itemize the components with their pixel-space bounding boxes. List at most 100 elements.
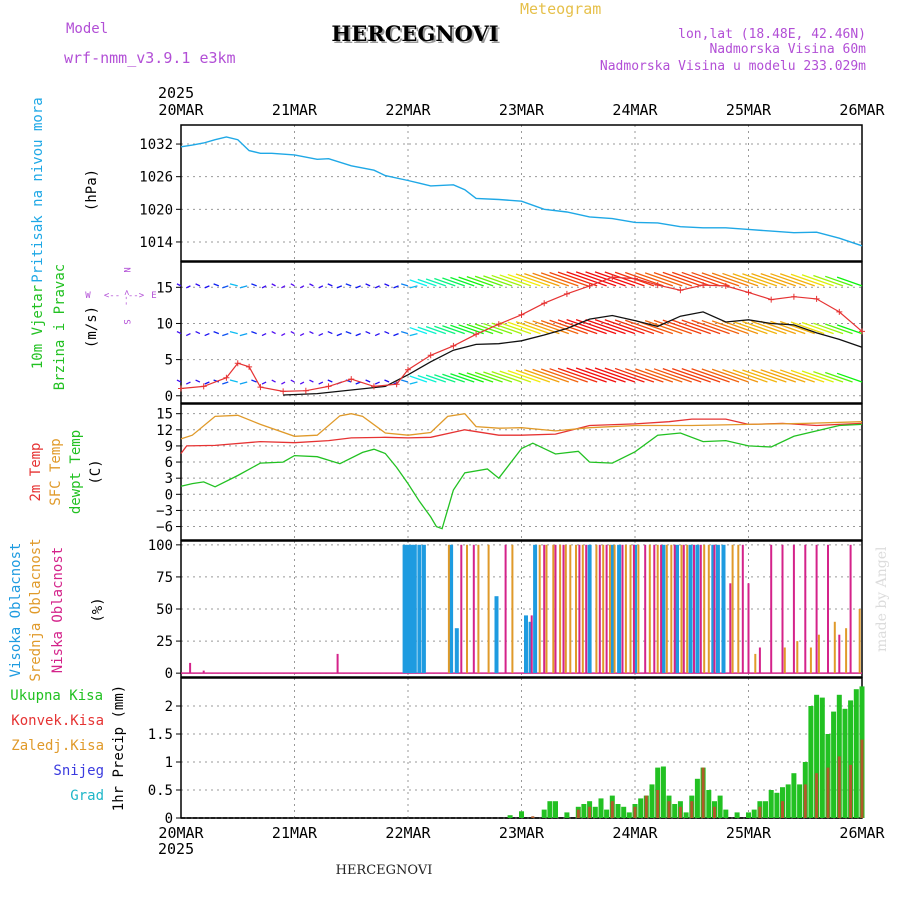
- wind-barb-0-24: [290, 283, 295, 287]
- cloud-bar-1-31: [783, 647, 786, 674]
- wind-barb-0-120: [711, 272, 749, 287]
- wind-speed-black-line: [283, 311, 863, 396]
- wind-barb-0-30: [318, 285, 324, 289]
- wind-barb-2-96: [594, 367, 636, 383]
- model-altitude: Nadmorska Visina u modelu 233.029m: [600, 59, 866, 74]
- cloud-bar-2-29: [781, 544, 784, 674]
- wind-barb-0-104: [635, 272, 674, 287]
- precip-bar-0-13: [615, 804, 621, 818]
- wind-barb-2-112: [672, 367, 711, 383]
- wind-barb-2-100: [614, 367, 655, 383]
- wind-barb-2-48: [400, 379, 409, 383]
- wind-barb-1-96: [594, 318, 636, 335]
- wind-barb-1-120: [711, 320, 749, 335]
- cloud-bar-0-22: [721, 544, 726, 674]
- precip-ytick-label-0: 2: [165, 699, 173, 715]
- wind-barb-1-114: [681, 319, 721, 335]
- cloud-bar-1-32: [796, 641, 799, 674]
- wind-barb-1-90: [566, 318, 607, 335]
- wind-barb-2-122: [722, 368, 759, 383]
- wind-barb-0-42: [374, 285, 380, 289]
- precip-bar-0-52: [848, 700, 854, 818]
- cloud-bar-1-14: [602, 544, 605, 674]
- wind-barb-0-78: [515, 273, 551, 287]
- wind-barb-0-126: [742, 273, 778, 287]
- precip-ytick-label-4: 0: [165, 811, 173, 827]
- pressure-frame: [180, 124, 863, 262]
- precip-bar-0-53: [853, 689, 859, 818]
- wind-speed-marker-8: [325, 383, 332, 390]
- precip-panel: 2 1.5 1 0.5 0: [148, 677, 865, 827]
- cloud-bar-0-15: [633, 544, 637, 674]
- cloud-bar-1-0: [447, 544, 450, 674]
- cloud-bar-1-6: [545, 544, 548, 674]
- precip-bar-0-9: [592, 806, 598, 818]
- wind-barb-2-54: [417, 374, 437, 383]
- precip-bar-0-45: [808, 706, 814, 818]
- cloud-bar-2-17: [653, 544, 656, 674]
- cloud-bar-2-28: [770, 544, 773, 674]
- wind-barb-2-132: [770, 369, 806, 383]
- wind-speed-marker-15: [473, 331, 480, 338]
- cloud-bar-1-26: [703, 544, 706, 674]
- cloud-bar-0-11: [533, 544, 538, 674]
- cloud-bar-0-9: [524, 615, 528, 674]
- precip-bar-1-14: [803, 784, 807, 818]
- precip-frame: [180, 677, 863, 819]
- wind-barb-0-142: [825, 275, 853, 287]
- wind-barb-2-94: [585, 367, 626, 383]
- wind-speed-marker-2: [223, 374, 230, 381]
- time-label-top-4: 24MAR: [612, 101, 658, 119]
- cloud-bar-1-23: [670, 544, 673, 674]
- wind-barb-0-60: [442, 277, 465, 287]
- wind-ytick-label-0: 15: [156, 280, 173, 296]
- wind-barb-2-24: [290, 379, 295, 383]
- cloud-bar-2-33: [827, 544, 829, 674]
- wind-barb-0-144: [836, 276, 863, 287]
- cloud-bar-2-18: [660, 544, 663, 674]
- wind-speed-marker-13: [427, 352, 434, 359]
- cloud-bar-2-14: [621, 544, 624, 674]
- precip-bar-1-15: [815, 773, 819, 818]
- cloud-panel: 100 75 50 25 0: [148, 538, 863, 682]
- wind-barb-1-2: [185, 332, 191, 337]
- wind-barb-1-102: [625, 319, 664, 335]
- wind-speed-marker-29: [790, 293, 797, 300]
- cloud-bar-1-5: [538, 544, 541, 674]
- precip-bar-0-5: [564, 812, 570, 818]
- wind-barb-0-132: [770, 273, 806, 287]
- cloud-bar-1-3: [487, 544, 490, 674]
- cloud-bar-1-37: [858, 609, 861, 674]
- precip-ytick-label-2: 1: [165, 755, 173, 771]
- wind-barb-1-144: [836, 324, 863, 335]
- precip-bar-0-23: [672, 804, 678, 818]
- cloud-bar-1-12: [581, 544, 584, 674]
- cloud-bar-0-10: [528, 621, 533, 674]
- cloud-bar-1-1: [466, 544, 468, 674]
- cloud-bar-2-12: [598, 544, 601, 674]
- temperature-labels: 2m Temp SFC Temp dewpt Temp (C): [28, 430, 104, 514]
- temp-ytick-label-1: 12: [156, 423, 173, 439]
- precip-bar-0-41: [785, 784, 791, 818]
- wind-barb-2-64: [458, 372, 484, 383]
- wind-barb-0-118: [701, 272, 740, 287]
- wind-barb-2-40: [365, 379, 371, 383]
- wind-barb-0-26: [299, 285, 305, 289]
- wind-barb-2-18: [261, 381, 267, 385]
- wind-barb-1-138: [801, 321, 834, 335]
- wind-barb-1-78: [515, 321, 551, 335]
- cloud-bar-1-9: [564, 544, 567, 674]
- wind-barb-1-24: [290, 331, 295, 335]
- wind-label-1: 10m Vjetar: [30, 285, 46, 369]
- wind-barb-0-70: [483, 275, 513, 287]
- wind-barb-2-16: [251, 379, 257, 383]
- precip-bar-0-0: [507, 815, 513, 818]
- cloud-bar-0-0: [402, 544, 407, 674]
- precip-unit: 1hr Precip (mm): [111, 685, 127, 811]
- wind-barb-1-18: [261, 332, 267, 337]
- wind-barb-0-20: [271, 283, 276, 287]
- wind-barb-2-78: [515, 369, 551, 383]
- cloud-bar-0-16: [661, 544, 666, 674]
- precip-grad-label: Grad: [70, 788, 104, 804]
